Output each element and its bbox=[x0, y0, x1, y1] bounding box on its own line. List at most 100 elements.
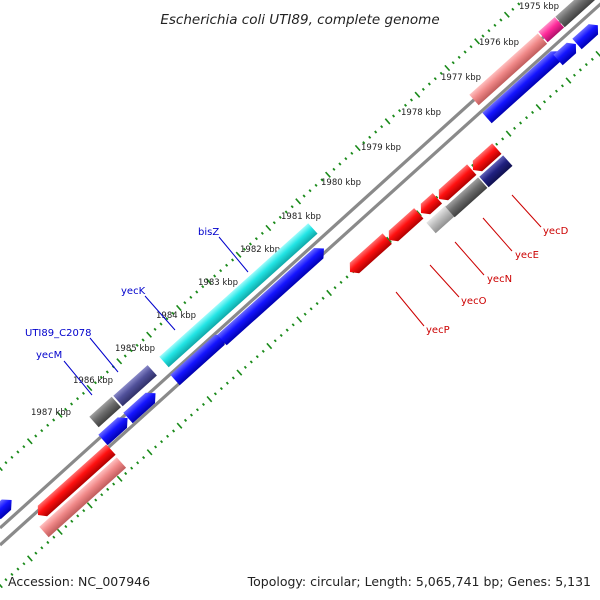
gene-feature[interactable] bbox=[538, 17, 565, 43]
ruler-tick bbox=[94, 498, 98, 502]
gene-feature[interactable] bbox=[469, 33, 548, 106]
kbp-label: 1976 kbp bbox=[479, 38, 519, 48]
ruler-tick bbox=[284, 210, 288, 214]
gene-feature[interactable] bbox=[479, 155, 513, 188]
ruler-tick bbox=[231, 258, 235, 262]
gene-label-UTI89_C2078[interactable]: UTI89_C2078 bbox=[25, 328, 92, 339]
gene-label-yecP[interactable]: yecP bbox=[426, 325, 450, 336]
kbp-label: 1975 kbp bbox=[519, 2, 559, 12]
ruler-tick bbox=[0, 583, 3, 589]
ruler-tick bbox=[308, 189, 312, 193]
gene-label-yecK[interactable]: yecK bbox=[121, 286, 146, 297]
ruler-tick bbox=[201, 402, 205, 407]
gene-feature[interactable] bbox=[445, 177, 488, 218]
gene-label-yecM[interactable]: yecM bbox=[36, 350, 62, 361]
label-leaders bbox=[63, 194, 542, 396]
gene-feature[interactable] bbox=[482, 46, 566, 124]
ruler-tick bbox=[112, 482, 116, 486]
ruler-tick bbox=[242, 247, 247, 251]
gene-yecD[interactable] bbox=[468, 143, 502, 175]
gene-label-yecN[interactable]: yecN bbox=[487, 274, 512, 285]
leader-yecK bbox=[144, 295, 176, 331]
ruler-tick bbox=[26, 555, 33, 562]
leader-UTI89_C2078 bbox=[89, 337, 119, 373]
gene-feature[interactable] bbox=[553, 39, 580, 66]
ruler-tick bbox=[255, 355, 259, 359]
gene-yecN[interactable] bbox=[416, 193, 443, 218]
gene-label-yecD[interactable]: yecD bbox=[543, 226, 569, 237]
kbp-label: 1978 kbp bbox=[401, 108, 441, 118]
gene-yecO[interactable] bbox=[384, 208, 424, 245]
ruler-tick bbox=[70, 402, 74, 406]
gene-bisZ[interactable] bbox=[159, 223, 318, 368]
gene-feature[interactable] bbox=[217, 243, 328, 346]
ruler-tick bbox=[493, 23, 497, 27]
ruler-tick bbox=[435, 195, 439, 199]
ruler-tick bbox=[0, 466, 3, 472]
gene-feature[interactable] bbox=[0, 495, 16, 520]
ruler-tick bbox=[56, 411, 63, 418]
kbp-label: 1980 kbp bbox=[321, 178, 361, 188]
ruler-tick bbox=[22, 562, 26, 566]
gene-feature[interactable] bbox=[89, 396, 122, 428]
ruler-tick bbox=[171, 311, 175, 315]
gene-feature[interactable] bbox=[170, 330, 229, 386]
ruler-tick bbox=[392, 114, 396, 118]
ruler-tick bbox=[46, 423, 50, 427]
ruler-tick bbox=[487, 29, 491, 33]
ruler-tick bbox=[368, 135, 372, 139]
ruler-tick bbox=[325, 171, 331, 178]
ruler-tick bbox=[338, 162, 342, 166]
gene-feature[interactable] bbox=[555, 0, 600, 28]
gene-feature[interactable] bbox=[572, 20, 600, 50]
ruler-tick bbox=[548, 94, 552, 99]
gene-UTI89_C2078[interactable] bbox=[113, 365, 157, 407]
ruler-tick bbox=[285, 328, 289, 332]
leader-yecO bbox=[429, 264, 460, 298]
genome-summary-text: Topology: circular; Length: 5,065,741 bp… bbox=[247, 574, 591, 589]
ruler-tick bbox=[295, 198, 302, 205]
ruler-tick bbox=[362, 141, 366, 145]
gene-feature[interactable] bbox=[39, 457, 127, 538]
kbp-label: 1982 kbp bbox=[240, 245, 280, 255]
ruler-tick bbox=[160, 440, 164, 444]
ruler-tick bbox=[176, 422, 183, 429]
gene-yecK[interactable] bbox=[123, 388, 160, 424]
ruler-tick bbox=[531, 110, 535, 114]
ruler-tick bbox=[76, 397, 80, 401]
ruler-tick bbox=[40, 546, 44, 550]
gene-label-yecE[interactable]: yecE bbox=[515, 250, 539, 261]
ruler-tick bbox=[278, 215, 282, 219]
ruler-tick bbox=[235, 251, 242, 258]
gene-label-yecO[interactable]: yecO bbox=[461, 296, 487, 307]
gene-yecP[interactable] bbox=[345, 233, 392, 277]
ruler-tick bbox=[261, 349, 265, 353]
ruler-tick bbox=[296, 316, 303, 323]
ruler-tick bbox=[415, 210, 422, 217]
ruler-tick bbox=[315, 301, 319, 306]
kbp-label: 1983 kbp bbox=[198, 278, 238, 288]
ruler-tick bbox=[511, 7, 515, 11]
ruler-tick bbox=[159, 322, 163, 326]
ruler-tick bbox=[501, 137, 505, 141]
gene-yecE[interactable] bbox=[434, 164, 477, 204]
ruler-tick bbox=[40, 429, 44, 433]
ruler-tick bbox=[22, 445, 26, 449]
ruler-tick bbox=[333, 286, 337, 290]
kbp-label: 1979 kbp bbox=[361, 143, 401, 153]
leader-yecN bbox=[454, 241, 485, 276]
ruler-tick bbox=[320, 178, 324, 182]
ruler-tick bbox=[70, 519, 74, 523]
gene-label-bisZ[interactable]: bisZ bbox=[198, 227, 219, 238]
gene-feature[interactable] bbox=[426, 205, 456, 234]
ruler-tick bbox=[260, 231, 264, 235]
ruler-tick bbox=[309, 307, 313, 311]
ruler-tick bbox=[584, 63, 588, 67]
ruler-tick bbox=[427, 82, 431, 86]
leader-yecD bbox=[511, 194, 542, 228]
gene-yecM[interactable] bbox=[98, 413, 132, 446]
kbp-label: 1981 kbp bbox=[281, 212, 321, 222]
gene-feature[interactable] bbox=[33, 444, 116, 520]
ruler-tick bbox=[124, 471, 128, 476]
